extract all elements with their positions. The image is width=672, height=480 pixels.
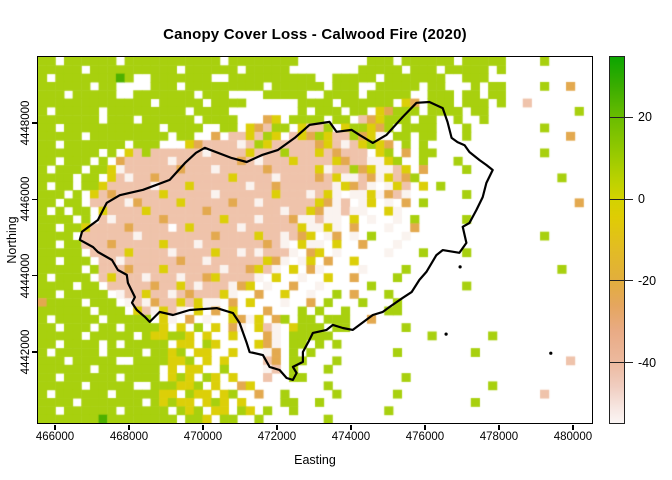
x-axis-tick [350, 424, 352, 430]
colorbar-tick [609, 198, 633, 200]
fire-perimeter-outline [78, 100, 494, 381]
colorbar-tick-label: -20 [638, 273, 657, 288]
y-axis-label: Northing [5, 216, 19, 264]
y-axis-tick-label: 4448000 [20, 100, 32, 146]
raster-heatmap [37, 56, 592, 423]
x-axis-tick-label: 476000 [405, 431, 445, 443]
colorbar-tick-label: 0 [638, 192, 645, 207]
map-plot-area [36, 55, 593, 424]
y-axis-tick [31, 122, 37, 124]
colorbar-gradient [609, 56, 625, 424]
y-axis-tick-label: 4442000 [20, 329, 32, 375]
colorbar-tick-label: 20 [638, 110, 652, 125]
y-axis-tick-label: 4446000 [20, 176, 32, 222]
x-axis-label: Easting [294, 453, 336, 467]
colorbar-tick-label: -40 [638, 355, 657, 370]
fire-perimeter-overlay [78, 100, 552, 381]
x-axis-tick-label: 466000 [35, 431, 75, 443]
x-axis-tick-label: 478000 [479, 431, 519, 443]
x-axis-tick-label: 472000 [257, 431, 297, 443]
colorbar-tick [609, 362, 633, 364]
x-axis-tick-label: 470000 [183, 431, 223, 443]
y-axis-tick [31, 275, 37, 277]
map-speck [458, 264, 462, 268]
y-axis-tick [31, 198, 37, 200]
colorbar-tick [609, 116, 633, 118]
x-axis-tick [276, 424, 278, 430]
x-axis-tick [202, 424, 204, 430]
colorbar-tick [609, 280, 633, 282]
x-axis-tick-label: 468000 [109, 431, 149, 443]
x-axis-tick [572, 424, 574, 430]
map-speck [548, 351, 552, 355]
x-axis-tick-label: 480000 [553, 431, 593, 443]
map-specks [444, 264, 552, 355]
x-axis-tick [54, 424, 56, 430]
chart-title: Canopy Cover Loss - Calwood Fire (2020) [163, 26, 467, 43]
map-speck [444, 332, 448, 336]
x-axis-tick-label: 474000 [331, 431, 371, 443]
y-axis-tick [31, 351, 37, 353]
x-axis-tick [424, 424, 426, 430]
x-axis-tick [128, 424, 130, 430]
x-axis-tick [498, 424, 500, 430]
y-axis-tick-label: 4444000 [20, 253, 32, 299]
